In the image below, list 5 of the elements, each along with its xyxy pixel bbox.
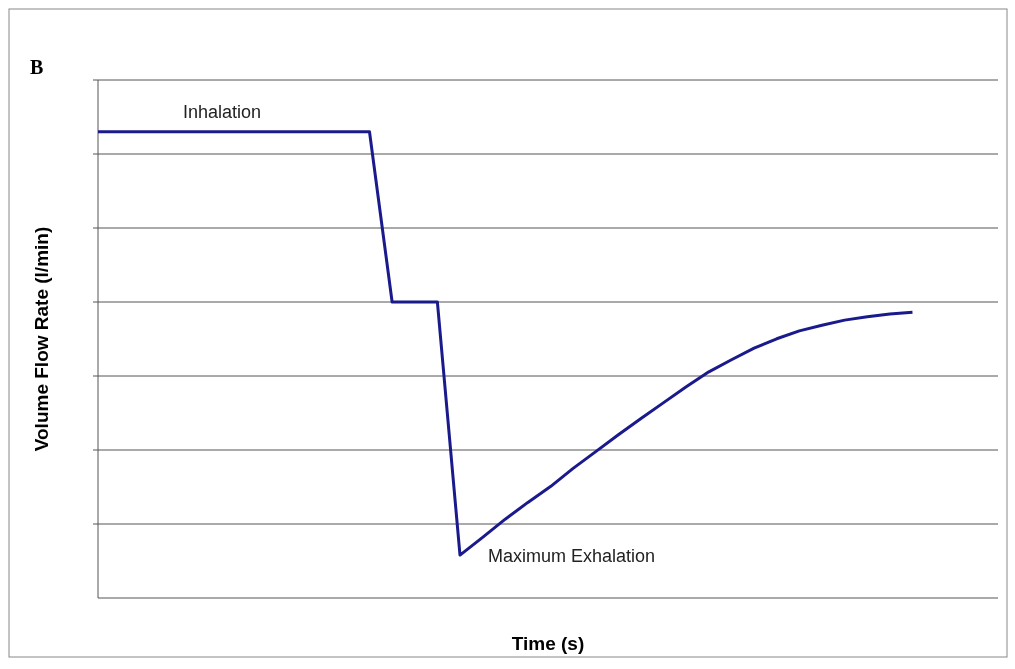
x-axis-title: Time (s)	[511, 633, 585, 654]
y-axis-title: Volume Flow Rate (l/min)	[31, 226, 52, 452]
annotation: Maximum Exhalation	[487, 546, 656, 567]
text: Inhalation	[183, 101, 262, 122]
chart-title: B	[30, 56, 44, 78]
